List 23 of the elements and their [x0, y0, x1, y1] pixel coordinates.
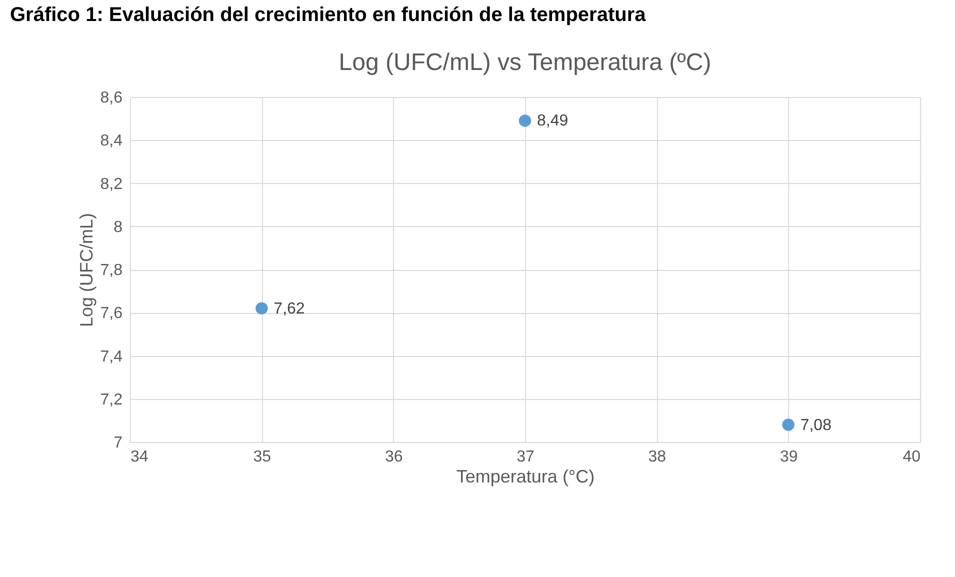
x-tick-label: 36 — [384, 448, 403, 466]
y-tick-label: 7,6 — [100, 305, 123, 322]
x-tick-label: 35 — [253, 448, 272, 466]
text: Gráfico 1: Evaluación del crecimiento en función de la temperatura — [10, 4, 647, 26]
y-axis-title: Log (UFC/mL) — [76, 212, 96, 328]
data-label: 8,49 — [537, 112, 568, 130]
y-tick-label: 8,6 — [100, 90, 123, 106]
y-tick-label: 8 — [114, 218, 123, 236]
y-tick-label: 7,2 — [100, 391, 123, 408]
x-tick-label: 38 — [648, 448, 666, 466]
data-label: 7,62 — [274, 300, 305, 318]
x-tick-label: 37 — [516, 448, 534, 466]
y-tick-label: 7,4 — [100, 348, 123, 366]
x-tick-label: 34 — [130, 448, 148, 466]
x-tick-label: 40 — [902, 448, 921, 466]
y-tick-label: 7 — [114, 434, 123, 452]
x-axis-title: Temperatura (°C) — [456, 466, 595, 486]
y-tick-label: 7,8 — [100, 262, 123, 279]
x-tick-label: 39 — [780, 448, 798, 466]
y-tick-label: 8,4 — [100, 132, 123, 150]
data-label: 7,08 — [800, 416, 832, 434]
y-tick-label: 8,2 — [100, 176, 123, 193]
chart-title: Log (UFC/mL) vs Temperatura (ºC) — [338, 49, 712, 76]
